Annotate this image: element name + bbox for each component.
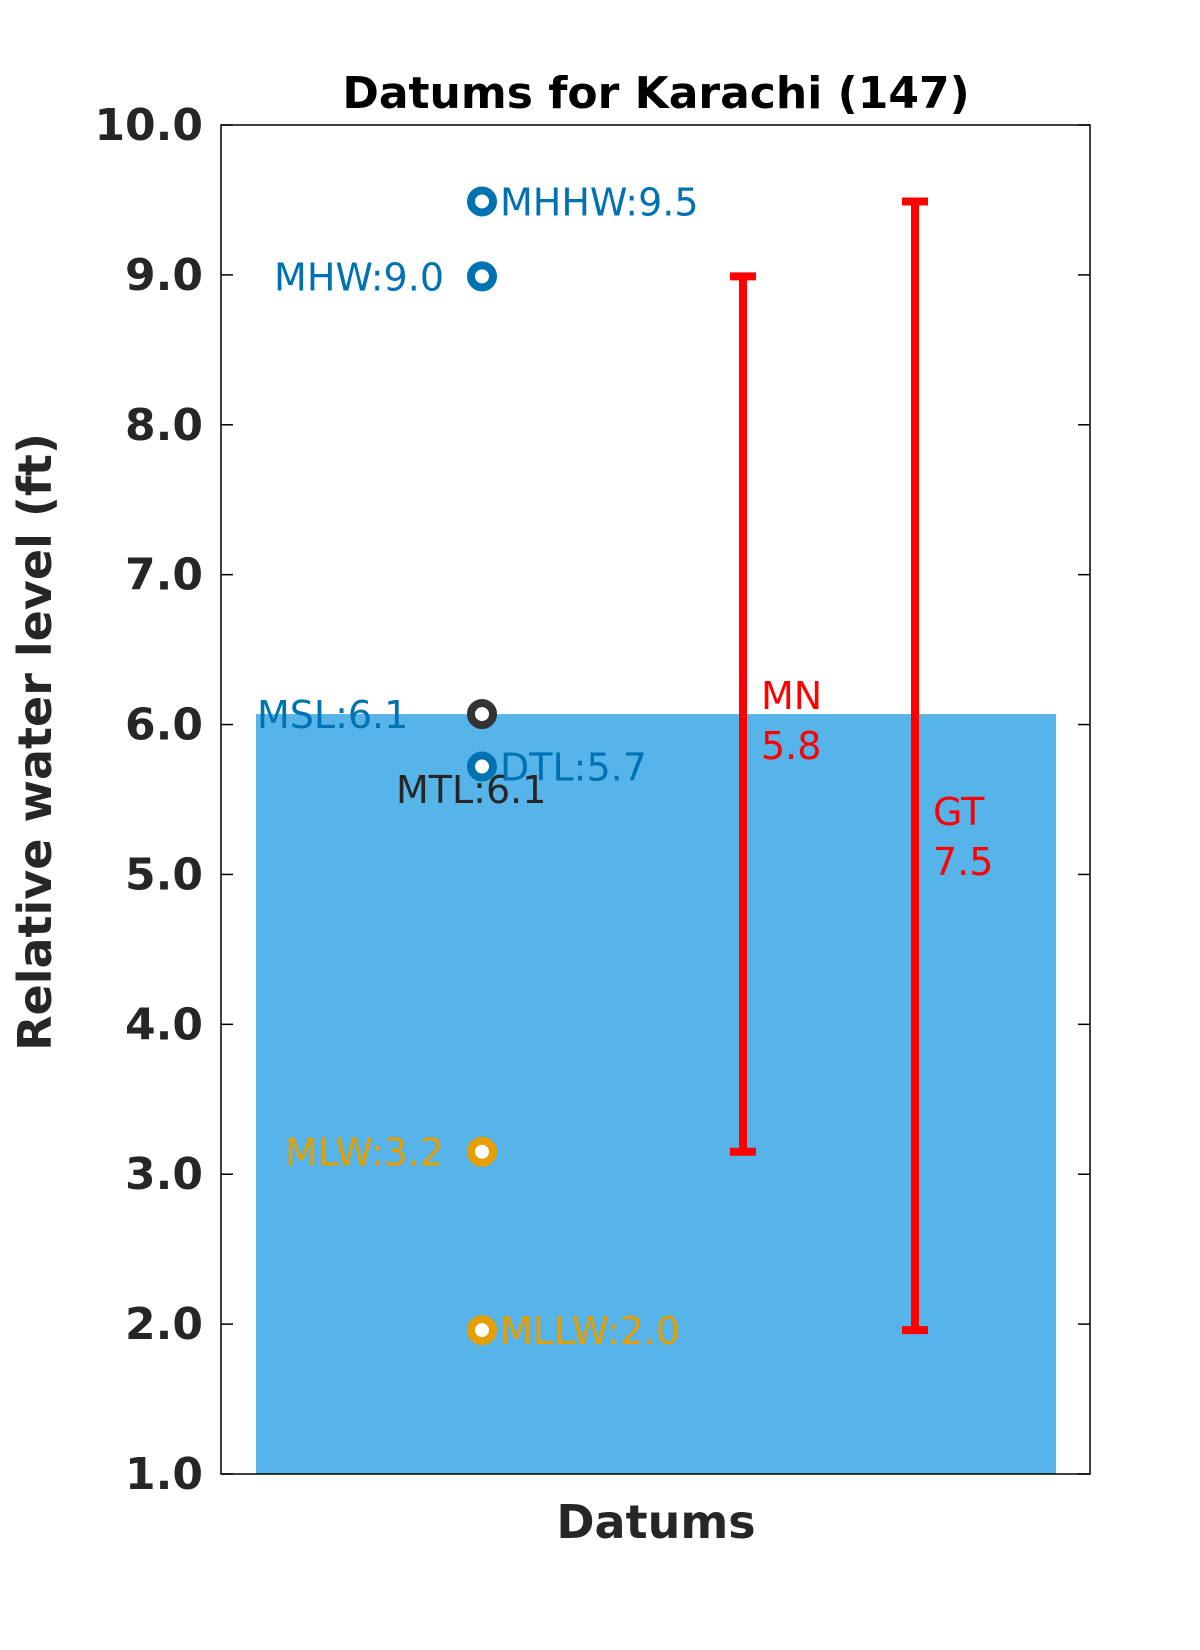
- datum-marker-mhw: [467, 261, 497, 292]
- y-tick-label: 3.0: [125, 1149, 203, 1200]
- y-tick-label: 10.0: [94, 100, 203, 151]
- datum-label-dtl: DTL:5.7: [500, 746, 647, 790]
- y-tick-label: 8.0: [125, 400, 203, 451]
- y-tick-label: 9.0: [125, 250, 203, 301]
- datum-marker-mllw: [467, 1315, 497, 1346]
- datum-label-mhw: MHW:9.0: [274, 255, 444, 299]
- datum-marker-mtl: [467, 699, 497, 730]
- datum-marker-dtl: [467, 751, 497, 782]
- y-tick-label: 4.0: [125, 999, 203, 1050]
- datum-marker-mhhw: [467, 186, 497, 217]
- y-tick-label: 7.0: [125, 550, 203, 601]
- datum-label-mhhw: MHHW:9.5: [500, 180, 699, 224]
- datum-label-mlw: MLW:3.2: [285, 1131, 444, 1175]
- y-tick-label: 6.0: [125, 700, 203, 751]
- datum-label-msl: MSL:6.1: [257, 693, 408, 737]
- datum-marker-mlw: [467, 1136, 497, 1167]
- y-tick-label: 1.0: [125, 1449, 203, 1500]
- range-label-gt: GT: [933, 790, 985, 834]
- plot-frame: [220, 124, 1091, 1475]
- chart-title: Datums for Karachi (147): [342, 68, 969, 119]
- y-tick-label: 2.0: [125, 1299, 203, 1350]
- y-tick-label: 5.0: [125, 849, 203, 900]
- range-value-gt: 7.5: [933, 840, 993, 884]
- datum-label-mllw: MLLW:2.0: [500, 1309, 680, 1353]
- plot-area: 1.0 2.0 3.0 4.0 5.0 6.0 7.0 8.0 9.0 10.0 MHHW:9.5 M…: [94, 100, 1091, 1500]
- range-label-mn: MN: [761, 674, 822, 718]
- range-value-mn: 5.8: [761, 724, 821, 768]
- y-axis-label: Relative water level (ft): [8, 433, 62, 1051]
- background-bar: [256, 714, 1056, 1474]
- x-axis-label: Datums: [556, 1495, 755, 1549]
